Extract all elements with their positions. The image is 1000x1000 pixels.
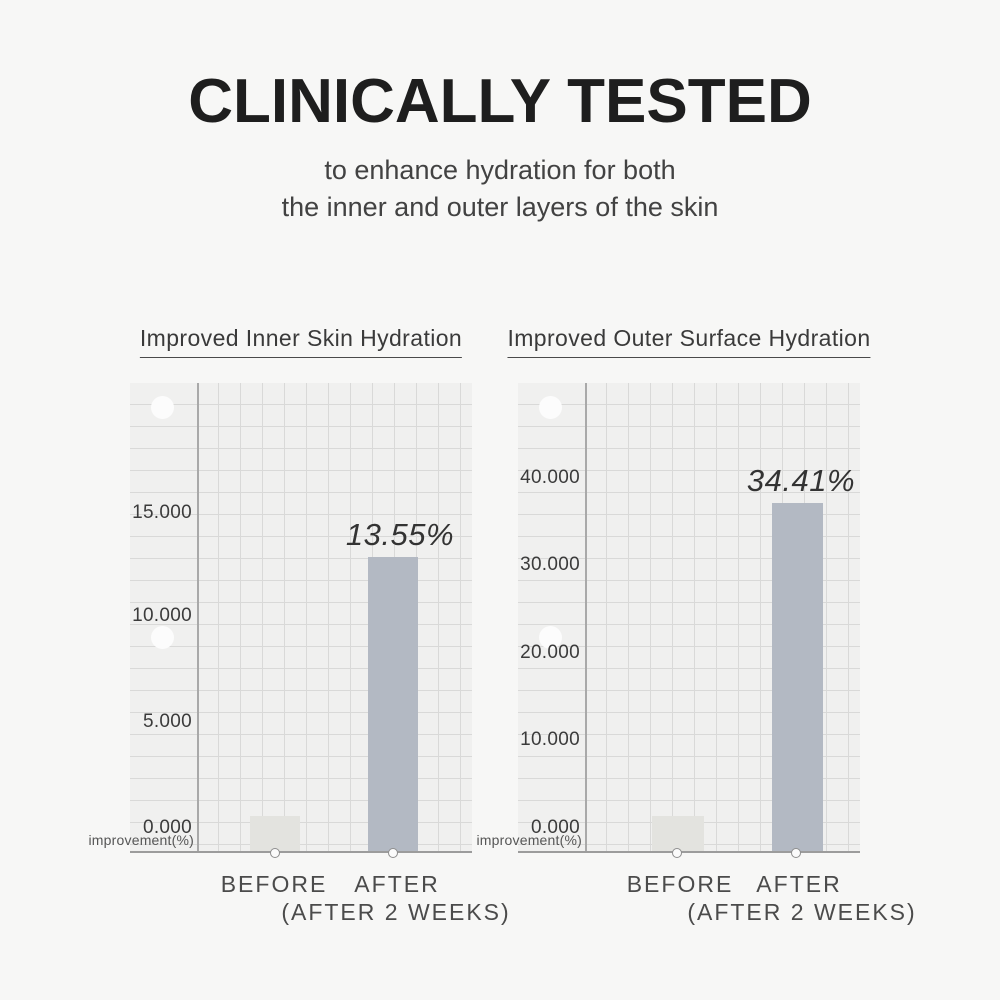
chart-outer-surface-hydration: Improved Outer Surface Hydration 40.000 … [477,325,915,925]
bar-before [652,816,704,851]
x-label-after: AFTER [354,871,440,897]
y-axis-line [585,383,587,851]
axis-dot-icon [388,848,398,858]
punch-hole-icon [151,626,174,649]
bar-after [368,557,418,851]
y-axis-label: improvement(%) [88,832,194,848]
y-axis-label: improvement(%) [476,832,582,848]
y-tick: 15.000 [132,502,192,523]
after-value-label: 34.41% [746,463,856,498]
y-tick: 10.000 [520,729,580,750]
x-label-before: BEFORE [626,871,734,897]
y-tick: 40.000 [520,467,580,488]
chart-inner-skin-hydration: Improved Inner Skin Hydration 15.000 10.… [89,325,509,925]
x-label-before: BEFORE [220,871,328,897]
x-label-note: (AFTER 2 WEEKS) [281,899,511,925]
punch-hole-icon [539,396,562,419]
y-tick: 20.000 [520,642,580,663]
y-tick: 0.000 [142,817,192,838]
y-tick: 30.000 [520,554,580,575]
y-tick: 5.000 [142,711,192,732]
chart-title: Improved Outer Surface Hydration [507,325,871,358]
bar-after [772,503,823,851]
y-tick: 10.000 [132,605,192,626]
chart-title: Improved Inner Skin Hydration [139,325,463,358]
y-axis-line [197,383,199,851]
x-label-note: (AFTER 2 WEEKS) [687,899,917,925]
page-subtitle: to enhance hydration for both the inner … [0,152,1000,226]
after-value-label: 13.55% [345,517,455,552]
subtitle-line-2: the inner and outer layers of the skin [281,192,719,222]
graph-paper: 15.000 10.000 5.000 0.000 improvement(%)… [89,383,472,858]
graph-paper: 40.000 30.000 20.000 10.000 0.000 improv… [477,383,860,858]
bar-before [250,816,300,851]
axis-dot-icon [791,848,801,858]
punch-hole-icon [539,626,562,649]
page-title: CLINICALLY TESTED [188,67,812,136]
punch-hole-icon [151,396,174,419]
subtitle-line-1: to enhance hydration for both [324,155,676,185]
axis-dot-icon [270,848,280,858]
y-tick: 0.000 [530,817,580,838]
axis-dot-icon [672,848,682,858]
x-label-after: AFTER [756,871,842,897]
grid-lines [197,383,472,851]
